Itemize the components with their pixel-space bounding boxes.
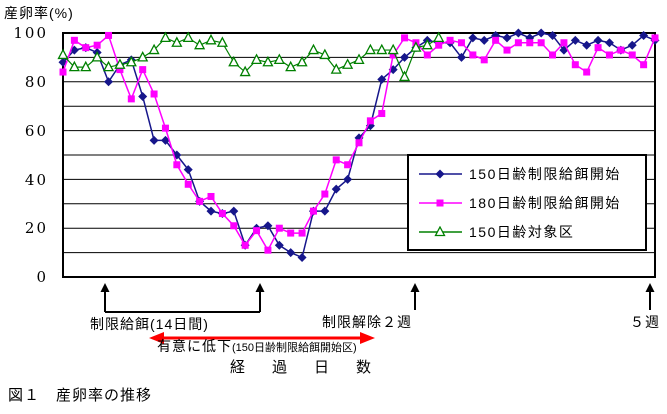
legend-item-150-restricted: 150日齢制限給餌開始 (417, 164, 643, 184)
triangle-marker-icon (419, 225, 462, 236)
significant-drop-arrow-icon (149, 332, 375, 344)
legend-item-150-control: 150日齢対象区 (417, 222, 643, 242)
x-axis-title: 経 過 日 数 (230, 359, 378, 376)
release-arrow-icon (410, 283, 420, 310)
legend-label: 150日齢制限給餌開始 (469, 165, 621, 182)
y-tick-label-20: 20 (24, 219, 48, 237)
y-tick-label-0: 0 (36, 268, 48, 286)
bracket-arrows-icon (100, 283, 265, 313)
legend-box: 150日齢制限給餌開始 180日齢制限給餌開始 150日齢対象区 (407, 154, 647, 251)
significant-drop-text: 有意に低下 (157, 338, 232, 354)
series-2 (57, 31, 445, 82)
week5-arrow-icon (645, 283, 655, 310)
square-marker-icon (419, 199, 462, 206)
y-tick-label-40: 40 (24, 171, 48, 189)
release-2weeks-label: 制限解除２週 (322, 314, 412, 330)
legend-label: 150日齢対象区 (469, 223, 575, 240)
figure-caption: 図１ 産卵率の推移 (8, 387, 153, 404)
plot-border (62, 32, 656, 278)
y-tick-label-60: 60 (24, 122, 48, 140)
week5-label: ５週 (630, 314, 660, 330)
y-tick-label-100: 100 (13, 24, 48, 42)
y-axis-title: 産卵率(%) (4, 5, 74, 21)
y-tick-label-80: 80 (24, 73, 48, 91)
series-1 (59, 31, 659, 254)
significant-drop-label: 有意に低下(150日齢制限給餌開始区) (157, 336, 357, 356)
significant-drop-note: (150日齢制限給餌開始区) (232, 342, 357, 354)
restriction-period-label: 制限給餌(14日間) (90, 316, 209, 332)
diamond-marker-icon (419, 169, 462, 178)
legend-label: 180日齢制限給餌開始 (469, 194, 621, 211)
legend-item-180-restricted: 180日齢制限給餌開始 (417, 193, 643, 213)
